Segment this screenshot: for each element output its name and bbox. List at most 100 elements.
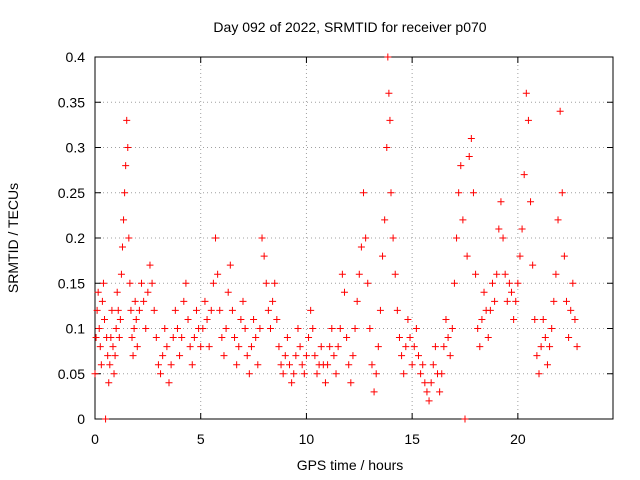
data-point <box>228 306 236 314</box>
data-point <box>469 189 477 197</box>
data-point <box>233 361 241 369</box>
data-point <box>294 325 302 332</box>
data-point <box>247 343 255 351</box>
data-point <box>457 162 465 170</box>
data-point <box>467 134 475 142</box>
chart-title: Day 092 of 2022, SRMTID for receiver p07… <box>213 19 486 35</box>
data-point <box>115 334 123 342</box>
data-point <box>192 306 200 314</box>
x-tick-label: 10 <box>299 431 315 447</box>
data-point <box>488 279 496 287</box>
data-point <box>281 352 289 360</box>
data-point <box>201 297 209 305</box>
data-point <box>239 297 247 305</box>
data-point <box>383 144 391 151</box>
data-point <box>376 306 384 314</box>
data-point <box>505 279 513 287</box>
data-point <box>222 325 230 332</box>
y-tick-label: 0.2 <box>66 230 86 246</box>
data-point <box>111 352 119 360</box>
data-point <box>539 315 547 323</box>
data-point <box>374 343 382 351</box>
data-point <box>372 370 380 378</box>
data-point <box>569 279 577 287</box>
data-point <box>110 370 118 378</box>
data-point <box>495 225 503 233</box>
data-point <box>161 325 169 332</box>
data-point <box>298 361 306 369</box>
data-point <box>522 89 530 97</box>
data-point <box>216 306 224 314</box>
data-point <box>493 270 501 278</box>
data-point <box>300 370 308 378</box>
data-point <box>144 288 152 296</box>
data-point <box>387 189 395 197</box>
y-tick-labels: 0 0.05 0.1 0.15 0.2 0.25 0.3 0.35 0.4 <box>58 49 85 427</box>
y-tick-label: 0 <box>77 411 85 427</box>
data-point <box>347 379 355 387</box>
data-point <box>384 53 392 61</box>
data-point <box>436 388 444 396</box>
data-point <box>444 334 452 342</box>
data-point <box>414 352 422 360</box>
data-point <box>446 352 454 360</box>
data-point <box>290 370 298 378</box>
data-point <box>226 261 234 269</box>
data-point <box>533 352 541 360</box>
data-point <box>98 297 106 305</box>
data-point <box>410 343 418 351</box>
data-point <box>203 315 211 323</box>
data-point <box>128 334 136 342</box>
data-point <box>260 252 268 260</box>
data-point <box>157 370 165 378</box>
data-point <box>279 370 287 378</box>
data-point <box>362 234 370 242</box>
x-tick-labels: 0 5 10 15 20 <box>91 431 526 447</box>
data-point <box>463 252 471 260</box>
data-point <box>554 216 562 224</box>
x-tick-label: 5 <box>197 431 205 447</box>
data-point <box>102 415 110 423</box>
x-axis-label: GPS time / hours <box>297 457 404 473</box>
data-point <box>567 306 575 314</box>
data-point <box>311 352 319 360</box>
data-point <box>250 315 258 323</box>
data-point <box>271 279 279 287</box>
data-point <box>197 343 205 351</box>
data-point <box>484 334 492 342</box>
data-point <box>207 306 215 314</box>
data-point <box>123 116 131 124</box>
data-point <box>296 343 304 351</box>
data-point <box>562 297 570 305</box>
data-point <box>317 343 325 351</box>
data-point <box>474 325 482 332</box>
data-point <box>486 306 494 314</box>
data-point <box>330 352 338 360</box>
data-point <box>349 352 357 360</box>
data-point <box>214 270 222 278</box>
data-point <box>313 370 321 378</box>
data-point <box>108 306 116 314</box>
data-point <box>116 315 124 323</box>
data-point <box>565 334 573 342</box>
data-point <box>499 234 507 242</box>
x-tick-label: 20 <box>510 431 526 447</box>
data-point <box>524 116 532 124</box>
x-tick-label: 0 <box>91 431 99 447</box>
y-tick-label: 0.3 <box>66 140 86 156</box>
data-point <box>351 325 359 332</box>
data-point <box>497 198 505 206</box>
data-point <box>531 315 539 323</box>
data-point <box>364 279 372 287</box>
data-point <box>235 343 243 351</box>
data-point <box>212 234 220 242</box>
data-point <box>393 306 401 314</box>
data-point <box>288 379 296 387</box>
data-point <box>421 379 429 387</box>
data-point <box>245 370 253 378</box>
data-point <box>402 343 410 351</box>
data-point <box>425 397 433 405</box>
data-point <box>283 334 291 342</box>
data-point <box>97 361 105 369</box>
data-point <box>120 216 128 224</box>
